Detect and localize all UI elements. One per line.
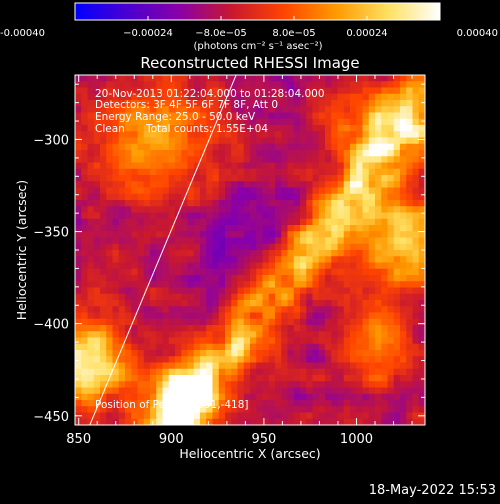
x-tick-labels: 850 900 950 1000 bbox=[66, 432, 373, 447]
colorbar-ticks bbox=[74, 16, 441, 20]
x-tick-label: 900 bbox=[159, 432, 184, 447]
x-tick-label: 1000 bbox=[340, 432, 373, 447]
colorbar-tick-label: -0.00040 bbox=[0, 28, 45, 39]
annotation-peak-position: Position of Peak = [851,-418] bbox=[95, 399, 249, 411]
colorbar bbox=[74, 2, 441, 21]
axis-ticks bbox=[75, 75, 425, 425]
y-axis-title: Heliocentric Y (arcsec) bbox=[14, 180, 29, 320]
colorbar-tick-label: 8.0e−05 bbox=[272, 28, 315, 39]
colorbar-tick-label: 0.00040 bbox=[457, 28, 498, 39]
y-tick-label: −400 bbox=[33, 318, 69, 333]
y-tick-label: −300 bbox=[33, 133, 69, 148]
x-tick-label: 950 bbox=[251, 432, 276, 447]
solar-limb-line bbox=[89, 75, 237, 425]
colorbar-unit-label: (photons cm⁻² s⁻¹ asec⁻²) bbox=[193, 41, 322, 52]
footer-date: 18-May-2022 15:53 bbox=[369, 483, 496, 498]
colorbar-tick-label: 0.00024 bbox=[346, 28, 387, 39]
y-tick-labels: −300 −350 −400 −450 bbox=[33, 133, 69, 424]
annotation-time-range: 20-Nov-2013 01:22:04.000 to 01:28:04.000 bbox=[95, 88, 325, 100]
colorbar-tick-label: −0.00024 bbox=[123, 28, 173, 39]
annotation-detectors: Detectors: 3F 4F 5F 6F 7F 8F, Att 0 bbox=[95, 99, 278, 111]
annotation-energy-range: Energy Range: 25.0 - 50.0 keV bbox=[95, 111, 256, 123]
y-tick-label: −450 bbox=[33, 410, 69, 425]
colorbar-tick-label: −8.0e−05 bbox=[195, 28, 247, 39]
heatmap-image bbox=[75, 75, 425, 425]
x-axis-title: Heliocentric X (arcsec) bbox=[179, 446, 320, 461]
annotation-total-counts: Total counts: 1.55E+04 bbox=[145, 123, 268, 135]
y-tick-label: −350 bbox=[33, 226, 69, 241]
x-tick-label: 850 bbox=[66, 432, 91, 447]
colorbar-tick-labels: -0.00040 −0.00024 −8.0e−05 8.0e−05 0.00024 0.… bbox=[0, 28, 498, 39]
chart-title: Reconstructed RHESSI Image bbox=[140, 54, 359, 72]
annotation-algorithm: Clean bbox=[95, 123, 125, 135]
